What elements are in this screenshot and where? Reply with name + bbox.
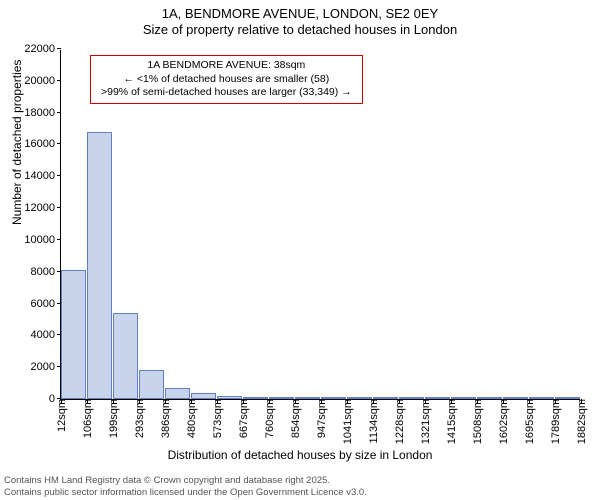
footer-line1: Contains HM Land Registry data © Crown c… xyxy=(4,475,367,486)
x-axis-label: Distribution of detached houses by size … xyxy=(0,448,600,462)
ytick-label: 14000 xyxy=(24,170,61,182)
xtick-label: 1228sqm xyxy=(392,399,406,444)
xtick-label: 1882sqm xyxy=(574,399,588,444)
ytick-label: 10000 xyxy=(24,234,61,246)
xtick-label: 573sqm xyxy=(210,399,224,438)
y-axis-label: Number of detached properties xyxy=(10,60,24,225)
xtick-label: 1134sqm xyxy=(366,399,380,443)
xtick-label: 12sqm xyxy=(54,399,68,432)
xtick-label: 199sqm xyxy=(106,399,120,438)
annotation-line2: ← <1% of detached houses are smaller (58… xyxy=(101,73,352,87)
xtick-label: 667sqm xyxy=(236,399,250,438)
ytick-mark xyxy=(57,207,61,208)
ytick-mark xyxy=(57,112,61,113)
histogram-bar xyxy=(139,370,164,399)
annotation-line3: >99% of semi-detached houses are larger … xyxy=(101,86,352,100)
xtick-label: 1602sqm xyxy=(496,399,510,444)
xtick-label: 293sqm xyxy=(132,399,146,438)
annotation-line1: 1A BENDMORE AVENUE: 38sqm xyxy=(101,59,352,73)
xtick-label: 854sqm xyxy=(288,399,302,438)
ytick-label: 22000 xyxy=(24,43,61,55)
ytick-mark xyxy=(57,239,61,240)
title-line1: 1A, BENDMORE AVENUE, LONDON, SE2 0EY xyxy=(0,6,600,21)
xtick-label: 386sqm xyxy=(158,399,172,438)
xtick-label: 1041sqm xyxy=(340,399,354,444)
ytick-mark xyxy=(57,80,61,81)
ytick-mark xyxy=(57,48,61,49)
xtick-label: 1695sqm xyxy=(522,399,536,444)
ytick-label: 8000 xyxy=(31,266,61,278)
histogram-bar xyxy=(113,313,138,399)
histogram-bar xyxy=(87,132,112,399)
ytick-label: 18000 xyxy=(24,107,61,119)
xtick-label: 1415sqm xyxy=(444,399,458,444)
ytick-label: 4000 xyxy=(31,329,61,341)
xtick-label: 947sqm xyxy=(314,399,328,438)
ytick-mark xyxy=(57,175,61,176)
ytick-mark xyxy=(57,143,61,144)
footer-line2: Contains public sector information licen… xyxy=(4,487,367,498)
chart-title-block: 1A, BENDMORE AVENUE, LONDON, SE2 0EY Siz… xyxy=(0,0,600,37)
ytick-label: 16000 xyxy=(24,138,61,150)
ytick-label: 2000 xyxy=(31,361,61,373)
title-line2: Size of property relative to detached ho… xyxy=(0,22,600,37)
xtick-label: 480sqm xyxy=(184,399,198,438)
xtick-label: 1789sqm xyxy=(548,399,562,444)
histogram-bar xyxy=(165,388,190,399)
annotation-box: 1A BENDMORE AVENUE: 38sqm ← <1% of detac… xyxy=(90,55,363,104)
histogram-bar xyxy=(61,270,86,399)
ytick-label: 12000 xyxy=(24,202,61,214)
ytick-label: 6000 xyxy=(31,298,61,310)
xtick-label: 1321sqm xyxy=(418,399,432,444)
xtick-label: 1508sqm xyxy=(470,399,484,444)
footer-attribution: Contains HM Land Registry data © Crown c… xyxy=(4,475,367,498)
xtick-label: 760sqm xyxy=(262,399,276,438)
xtick-label: 106sqm xyxy=(80,399,94,438)
ytick-label: 20000 xyxy=(24,75,61,87)
